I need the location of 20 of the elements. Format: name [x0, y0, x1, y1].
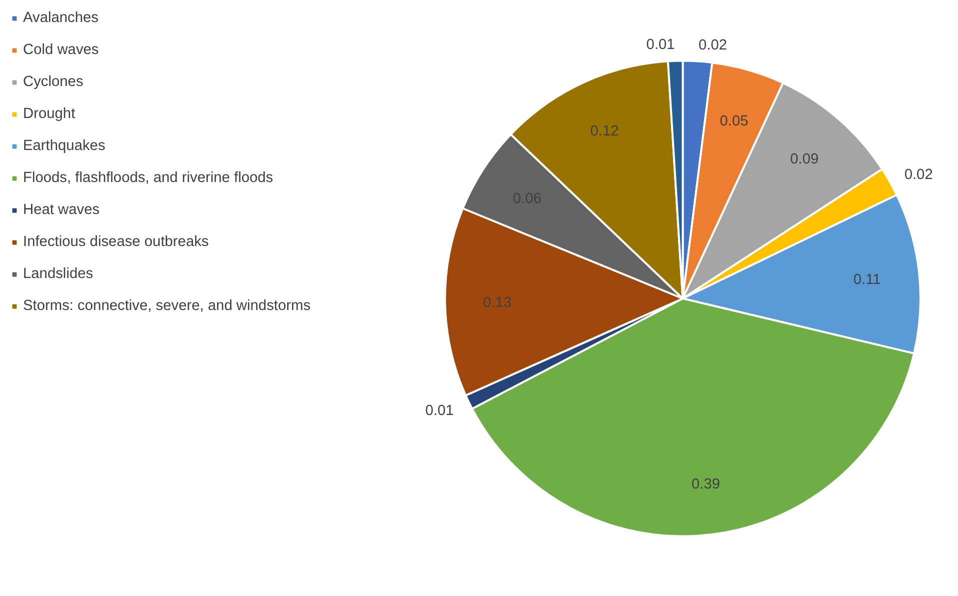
legend-label: Infectious disease outbreaks — [23, 234, 209, 250]
legend-label: Earthquakes — [23, 138, 106, 154]
data-label: 0.13 — [483, 294, 512, 311]
data-label: 0.02 — [904, 166, 933, 183]
data-label: 0.02 — [698, 37, 728, 54]
legend-label: Avalanches — [23, 10, 99, 26]
legend-label: Drought — [23, 106, 76, 122]
data-label: 0.09 — [790, 152, 819, 168]
legend-label: Cold waves — [23, 42, 99, 58]
data-label: 0.12 — [590, 123, 619, 140]
legend-label: Heat waves — [23, 202, 100, 218]
data-label: 0.01 — [425, 403, 454, 420]
data-label: 0.05 — [720, 113, 748, 130]
legend-label: Storms: connective, severe, and windstorms — [23, 298, 311, 314]
legend-label: Cyclones — [23, 74, 84, 90]
data-label: 0.11 — [853, 272, 881, 288]
data-label: 0.39 — [691, 476, 720, 493]
legend-label: Floods, flashfloods, and riverine floods — [23, 170, 274, 186]
legend-label: Landslides — [23, 266, 94, 282]
data-label: 0.01 — [646, 37, 675, 54]
